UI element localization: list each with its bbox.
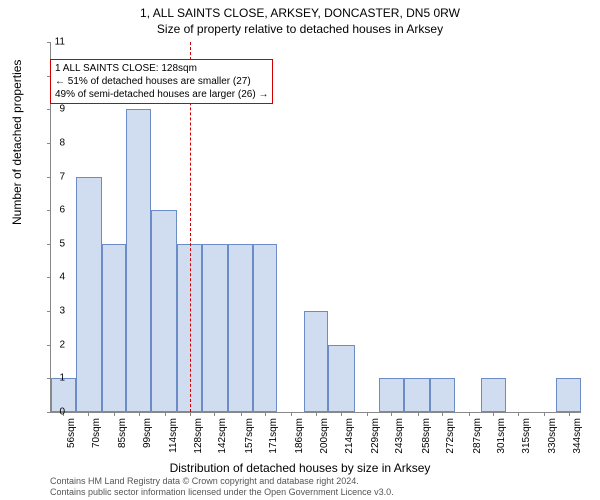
x-tick-label: 315sqm [521,418,532,454]
x-tick-label: 301sqm [496,418,507,454]
y-axis-label: Number of detached properties [10,60,24,225]
x-tick-label: 56sqm [66,418,77,448]
annotation-box: 1 ALL SAINTS CLOSE: 128sqm← 51% of detac… [50,59,273,104]
annotation-line-2: ← 51% of detached houses are smaller (27… [55,75,268,88]
x-tick-label: 272sqm [445,418,456,454]
x-tick-label: 85sqm [117,418,128,448]
x-tick-label: 344sqm [572,418,583,454]
x-tick-mark [214,412,215,416]
histogram-bar [556,378,581,412]
y-tick-mark [47,345,51,346]
y-tick-label: 9 [59,104,65,115]
footer-attribution: Contains HM Land Registry data © Crown c… [50,476,394,498]
x-tick-mark [341,412,342,416]
histogram-bar [404,378,430,412]
annotation-line-1: 1 ALL SAINTS CLOSE: 128sqm [55,62,268,75]
chart-container: 1, ALL SAINTS CLOSE, ARKSEY, DONCASTER, … [0,0,600,500]
x-tick-label: 70sqm [91,418,102,448]
histogram-bar [202,244,228,412]
title-sub: Size of property relative to detached ho… [0,20,600,36]
y-tick-label: 7 [59,171,65,182]
x-tick-mark [469,412,470,416]
x-tick-label: 258sqm [421,418,432,454]
x-tick-label: 142sqm [217,418,228,454]
footer-line-2: Contains public sector information licen… [50,487,394,498]
histogram-bar [126,109,151,412]
histogram-bar [379,378,404,412]
y-tick-mark [47,177,51,178]
y-tick-mark [47,210,51,211]
annotation-line-3: 49% of semi-detached houses are larger (… [55,88,268,101]
histogram-bar [430,378,455,412]
x-tick-mark [88,412,89,416]
title-main: 1, ALL SAINTS CLOSE, ARKSEY, DONCASTER, … [0,0,600,20]
x-tick-mark [367,412,368,416]
x-tick-label: 128sqm [193,418,204,454]
y-tick-mark [47,412,51,413]
y-tick-mark [47,378,51,379]
x-tick-label: 200sqm [319,418,330,454]
x-tick-mark [391,412,392,416]
x-tick-mark [139,412,140,416]
y-tick-mark [47,277,51,278]
histogram-bar [151,210,177,412]
x-tick-mark [544,412,545,416]
histogram-bar [102,244,127,412]
histogram-bar [481,378,506,412]
x-tick-label: 287sqm [472,418,483,454]
x-tick-mark [569,412,570,416]
y-tick-mark [47,143,51,144]
x-tick-mark [265,412,266,416]
x-tick-label: 330sqm [547,418,558,454]
x-tick-mark [241,412,242,416]
x-tick-label: 186sqm [294,418,305,454]
y-tick-mark [47,109,51,110]
y-tick-label: 0 [59,407,65,418]
x-tick-mark [518,412,519,416]
histogram-bar [228,244,253,412]
x-tick-mark [418,412,419,416]
x-tick-label: 171sqm [268,418,279,454]
y-tick-label: 5 [59,238,65,249]
x-tick-label: 157sqm [244,418,255,454]
histogram-bar [253,244,278,412]
y-tick-label: 8 [59,137,65,148]
histogram-bar [76,177,102,412]
histogram-bar [304,311,329,412]
y-tick-mark [47,311,51,312]
y-tick-label: 3 [59,306,65,317]
y-tick-label: 2 [59,339,65,350]
x-tick-label: 243sqm [394,418,405,454]
y-tick-mark [47,42,51,43]
x-tick-label: 214sqm [344,418,355,454]
x-tick-mark [442,412,443,416]
y-tick-label: 4 [59,272,65,283]
y-tick-label: 6 [59,205,65,216]
x-axis-label: Distribution of detached houses by size … [0,461,600,475]
histogram-bar [328,345,354,412]
y-tick-label: 1 [59,373,65,384]
y-tick-label: 11 [55,37,65,48]
x-tick-mark [316,412,317,416]
x-tick-mark [114,412,115,416]
x-tick-label: 229sqm [370,418,381,454]
footer-line-1: Contains HM Land Registry data © Crown c… [50,476,394,487]
x-tick-mark [165,412,166,416]
x-tick-label: 114sqm [168,418,179,453]
x-tick-mark [190,412,191,416]
x-tick-label: 99sqm [142,418,153,448]
x-tick-mark [493,412,494,416]
x-tick-mark [291,412,292,416]
y-tick-mark [47,244,51,245]
